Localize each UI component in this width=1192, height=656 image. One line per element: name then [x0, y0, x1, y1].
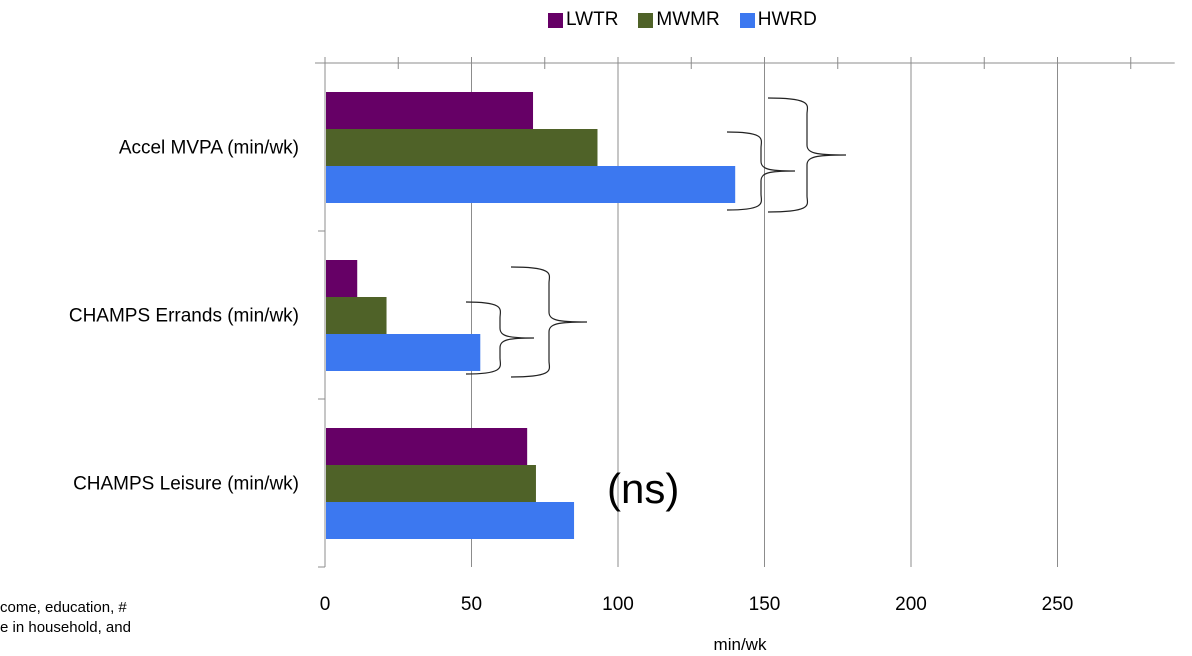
- ns-annotation: (ns): [607, 465, 680, 512]
- bar-mwmr: [326, 465, 536, 502]
- legend-swatch-lwtr: [548, 12, 563, 28]
- bar-lwtr: [326, 428, 528, 465]
- significance-brace: [465, 301, 535, 375]
- x-tick-label: 100: [602, 594, 634, 615]
- footnote: come, education, # e in household, and: [0, 598, 131, 638]
- footnote-line-1: come, education, #: [0, 599, 127, 616]
- bar-hwrd: [326, 166, 736, 203]
- bar-hwrd: [326, 502, 575, 539]
- legend-label-lwtr: LWTR: [566, 9, 619, 30]
- x-tick-label: 200: [895, 594, 927, 615]
- x-tick-label: 50: [461, 594, 482, 615]
- bar-lwtr: [326, 260, 358, 297]
- legend-label-mwmr: MWMR: [656, 9, 720, 30]
- legend-item-lwtr: LWTR: [548, 9, 618, 31]
- legend: LWTR MWMR HWRD: [548, 9, 817, 31]
- footnote-line-2: e in household, and: [0, 619, 131, 636]
- significance-brace: [726, 131, 796, 211]
- x-tick-label: 250: [1042, 594, 1074, 615]
- significance-brace: [510, 266, 588, 378]
- x-axis-title: min/wk: [714, 635, 767, 654]
- legend-item-mwmr: MWMR: [638, 9, 720, 31]
- category-label: Accel MVPA (min/wk): [119, 138, 299, 159]
- bar-mwmr: [326, 297, 387, 334]
- legend-swatch-hwrd: [739, 12, 755, 28]
- category-label: CHAMPS Errands (min/wk): [69, 306, 299, 327]
- x-tick-label: 150: [749, 594, 781, 615]
- legend-label-hwrd: HWRD: [757, 9, 817, 30]
- bar-mwmr: [326, 129, 598, 166]
- legend-swatch-mwmr: [638, 12, 654, 28]
- significance-brace: [767, 97, 847, 213]
- legend-item-hwrd: HWRD: [739, 9, 817, 31]
- bar-hwrd: [326, 334, 481, 371]
- bar-lwtr: [326, 92, 534, 129]
- x-tick-label: 0: [320, 594, 331, 615]
- category-label: CHAMPS Leisure (min/wk): [73, 474, 299, 495]
